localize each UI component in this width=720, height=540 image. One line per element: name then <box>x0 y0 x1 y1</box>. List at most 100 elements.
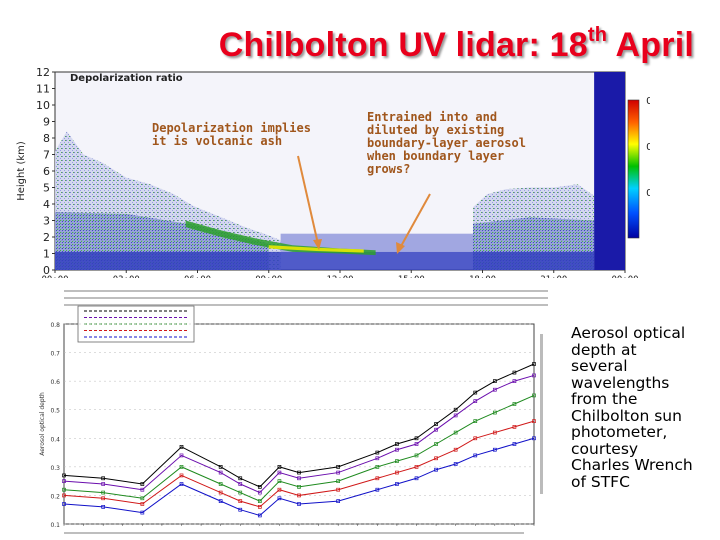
aod-series-point <box>297 493 301 498</box>
lidar-colorbar-tick-label: 0.2 <box>646 142 650 153</box>
aod-series-point <box>336 470 341 475</box>
aod-series-point <box>238 507 243 512</box>
lidar-y-tick-label: 6 <box>43 165 50 178</box>
aod-y-tick-label: 0.2 <box>50 493 60 500</box>
aod-series-point <box>62 473 66 478</box>
aod-series-point <box>473 399 478 403</box>
aod-series-point <box>277 465 282 469</box>
aod-series-point <box>62 502 66 506</box>
lidar-x-tick-label: 06:00 <box>184 275 211 278</box>
aod-header-strip <box>64 290 548 292</box>
aod-line-chart: 0.1 0.2 0.3 0.4 0.5 0.6 0.7 0.8 Aerosol optical … <box>39 290 548 534</box>
lidar-y-tick-label: 0 <box>43 264 50 277</box>
aod-side-strip <box>540 334 543 494</box>
aod-series-point <box>473 419 478 423</box>
aod-series-point <box>512 442 517 446</box>
annotation-arrowhead-bl <box>396 242 405 254</box>
title-sup: th <box>587 24 608 46</box>
aod-series-point <box>218 499 223 503</box>
aod-series-point <box>62 493 66 498</box>
aod-series-point <box>238 476 243 481</box>
lidar-diluted-layer <box>280 233 473 252</box>
aod-y-tick-label: 0.5 <box>50 408 60 415</box>
aod-series-point <box>257 505 262 509</box>
lidar-x-tick-label: 03:00 <box>113 275 140 278</box>
annotation-arrowhead-ash <box>313 239 322 250</box>
aod-series-line <box>63 420 535 508</box>
annotation-volcanic-ash: Depolarization implies it is volcanic as… <box>152 121 311 148</box>
aod-series-point <box>375 465 380 469</box>
aod-series-point <box>218 465 223 469</box>
aod-series-point <box>336 499 341 503</box>
aod-series-line <box>63 437 535 516</box>
aod-series-point <box>492 410 497 415</box>
lidar-missing-data <box>594 72 625 270</box>
aod-series-point <box>62 479 66 483</box>
aod-series-point <box>336 479 341 483</box>
lidar-y-tick-label: 11 <box>36 83 50 96</box>
aod-series-point <box>218 482 223 486</box>
aod-series-point <box>101 496 106 501</box>
aod-series-point <box>375 487 380 492</box>
lidar-x-tick-label: 12:00 <box>326 275 353 278</box>
aod-series-point <box>395 470 399 475</box>
lidar-y-tick-label: 2 <box>43 231 50 244</box>
aod-series-point <box>434 467 438 472</box>
aod-series-point <box>375 456 380 461</box>
aod-series-point <box>179 482 184 486</box>
aod-series-point <box>395 442 399 446</box>
aod-series-point <box>336 465 341 469</box>
aod-series-point <box>473 453 478 458</box>
lidar-chart-title: Depolarization ratio <box>70 73 183 84</box>
aod-y-axis-label: Aerosol optical depth <box>39 392 46 456</box>
aod-series-point <box>179 445 184 449</box>
aod-series-point <box>218 490 223 495</box>
aod-series-point <box>238 490 243 495</box>
aod-series-point <box>257 490 262 495</box>
aod-series-point <box>532 373 536 378</box>
aod-series-point <box>532 436 536 441</box>
aod-series-point <box>179 465 184 469</box>
lidar-y-axis-label: Height (km) <box>16 141 27 201</box>
aod-series-line <box>63 374 535 494</box>
aod-series-point <box>512 370 517 375</box>
lidar-x-tick-label: 09:00 <box>255 275 282 278</box>
aod-series-point <box>140 510 145 515</box>
aod-series-point <box>414 465 419 469</box>
aod-series-point <box>101 482 106 486</box>
aod-series-point <box>532 393 536 398</box>
aod-series-point <box>453 430 458 435</box>
aod-series-point <box>277 470 282 475</box>
aod-series-point <box>238 499 243 503</box>
lidar-y-tick-label: 9 <box>43 116 50 129</box>
aod-series-point <box>414 442 419 446</box>
aod-series-point <box>453 413 458 418</box>
aod-series-point <box>257 485 262 489</box>
lidar-y-tick-label: 1 <box>43 248 50 261</box>
aod-description: Aerosol optical depth at several wavelen… <box>571 324 693 491</box>
lidar-x-tick-label: 00:00 <box>41 275 68 278</box>
aod-series-point <box>532 419 536 423</box>
aod-y-tick-label: 0.3 <box>50 465 60 472</box>
aod-series-point <box>257 499 262 503</box>
aod-header-strip <box>64 304 548 306</box>
lidar-x-tick-label: 18:00 <box>469 275 496 278</box>
aod-series-point <box>473 390 478 395</box>
lidar-y-tick-label: 8 <box>43 132 50 145</box>
aod-series-point <box>277 479 282 483</box>
aod-series-point <box>277 487 282 492</box>
lidar-y-tick-label: 7 <box>43 149 50 162</box>
aod-series-point <box>297 502 301 506</box>
aod-series-point <box>101 505 106 509</box>
aod-series-point <box>218 470 223 475</box>
aod-y-tick-label: 0.6 <box>50 379 60 386</box>
aod-footer-strip <box>64 532 524 534</box>
aod-series-point <box>453 407 458 412</box>
aod-series-point <box>414 453 419 458</box>
lidar-colorbar <box>627 99 640 239</box>
aod-series-point <box>238 482 243 486</box>
aod-series-point <box>257 513 262 518</box>
aod-series-point <box>375 450 380 455</box>
aod-series-point <box>414 476 419 481</box>
